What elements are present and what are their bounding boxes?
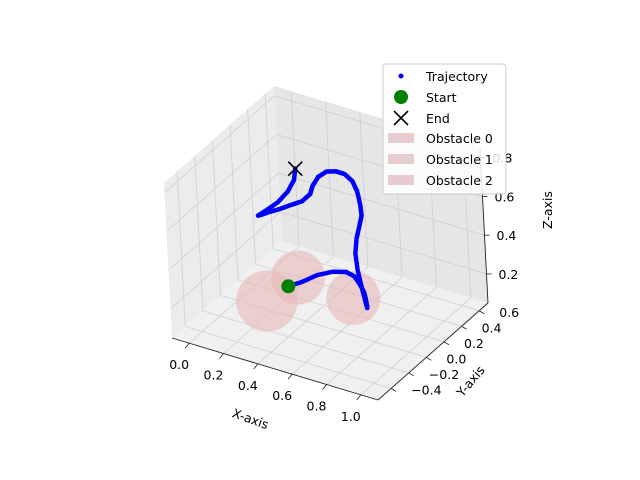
grid-line-y-left [264,93,274,249]
y-tick-label: 0.6 [499,305,519,320]
grid-line-y-left [229,124,239,280]
grid-line-x-back [325,101,334,257]
y-tick-mark [390,388,397,392]
y-tick-mark [478,310,485,315]
y-tick-label: 0.4 [482,320,502,335]
x-axis-line [171,337,379,401]
legend-item-obstacle-2: Obstacle 2 [388,173,493,188]
x-axis-label: X-axis [230,405,270,432]
end-marker-stroke [287,161,303,177]
x-tick-mark [287,373,293,380]
grid-line-z-left [164,95,275,193]
grid-line-y-left [247,109,256,265]
grid-line-y-floor [202,310,409,374]
end-marker [287,161,303,177]
grid-line-z-back [280,211,487,275]
legend-obstacle-0-label: Obstacle 0 [426,131,493,146]
x-tick-label: 0.4 [238,378,258,393]
legend-obstacle-1-label: Obstacle 1 [426,152,493,167]
grid-line-z-left [166,134,277,232]
z-tick-label: 0.4 [497,228,517,243]
grid-line-z-left [170,211,281,310]
legend-obstacle-0-patch [388,133,414,143]
legend-trajectory-label: Trajectory [425,69,488,84]
y-tick-label: 0.0 [446,351,466,366]
grid-line-y-left [212,140,221,296]
grid-line-z-left [168,172,279,271]
x-tick-mark [322,384,327,390]
y-axis-line [377,302,489,401]
grid-line-y-floor [185,325,392,389]
legend-obstacle-2-patch [388,175,414,185]
left-pane [164,86,282,338]
grid-line-x-floor [360,297,472,396]
obstacle-1-sphere [271,250,326,305]
start-end-markers [281,161,303,294]
y-tick-label: 0.2 [464,336,484,351]
legend-item-obstacle-1: Obstacle 1 [388,152,493,167]
y-tick-label: −0.4 [411,382,441,397]
start-marker [281,279,296,294]
z-tick-label: 0.2 [499,267,519,282]
y-tick-mark [426,356,432,361]
x-tick-mark [184,342,190,349]
x-tick-label: 0.2 [204,368,224,383]
legend-item-start: Start [394,90,457,105]
legend-start-marker [394,90,408,104]
legend-obstacle-1-patch [388,154,414,164]
x-tick-mark [253,363,259,370]
x-tick-label: 0.0 [169,357,189,372]
obstacle-2-sphere [326,271,381,325]
legend-trajectory-marker [398,73,404,79]
legend-item-trajectory: Trajectory [398,69,488,84]
z-axis-label: Z-axis [540,191,555,229]
legend-obstacle-2-label: Obstacle 2 [426,173,493,188]
x-tick-label: 1.0 [341,409,361,424]
legend: Trajectory Start End Obstacle 0 Obstacle… [382,63,507,195]
legend-end-label: End [426,111,450,126]
legend-end-marker [393,110,409,126]
grid-line-x-floor [326,287,437,385]
y-tick-label: −0.2 [429,367,459,382]
x-tick-label: 0.8 [307,399,327,414]
y-tick-mark [443,341,450,346]
legend-item-obstacle-0: Obstacle 0 [388,131,493,146]
grid-line-x-back [359,111,369,267]
x-tick-mark [219,353,224,359]
x-tick-mark [356,394,362,401]
x-tick-label: 0.6 [272,388,292,403]
tick-labels: 0.00.20.40.60.81.0−0.4−0.20.00.20.40.60.… [169,151,519,424]
legend-item-end: End [393,110,450,126]
y-tick-mark [408,372,415,377]
y-tick-mark [461,325,467,330]
trajectory-series [255,166,370,311]
grid-line-x-floor [291,276,403,375]
grid-line-y-left [176,171,186,327]
grid-line-y-left [194,155,204,311]
legend-start-label: Start [426,90,457,105]
